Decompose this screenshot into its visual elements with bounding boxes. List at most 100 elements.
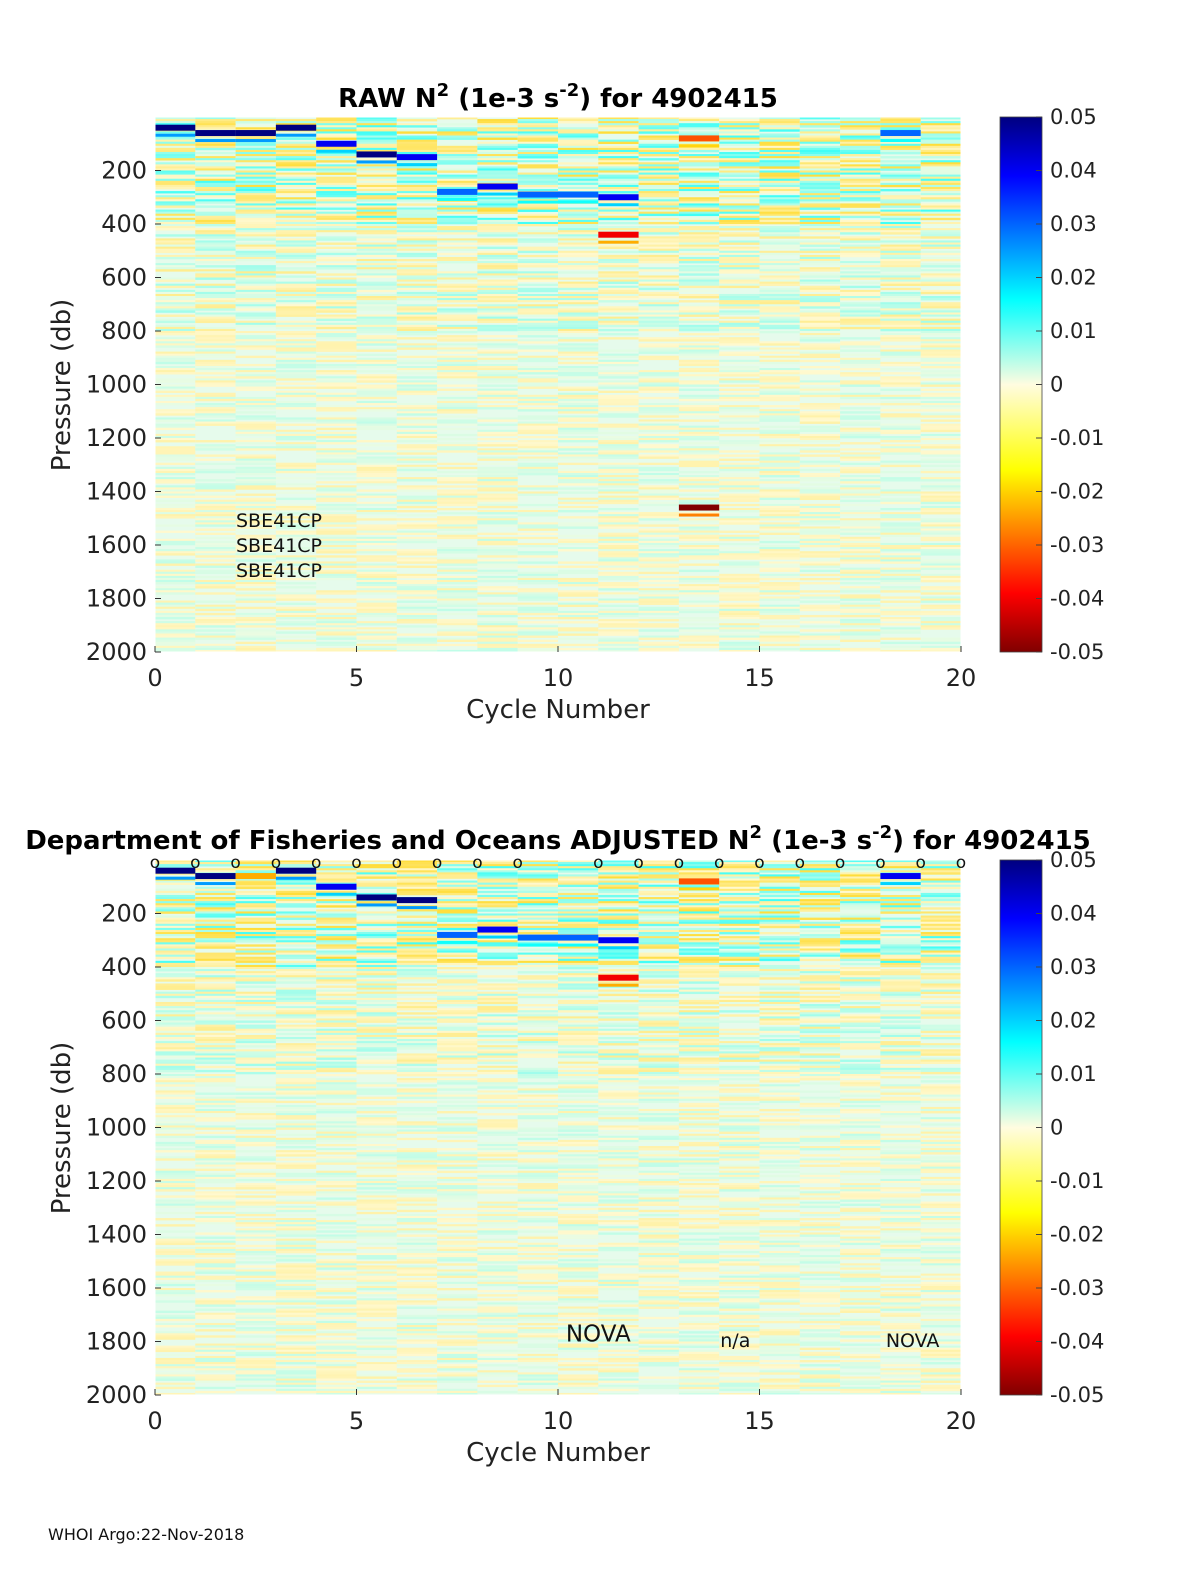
- heat-cell: [316, 156, 357, 159]
- heat-cell: [799, 242, 841, 245]
- heat-cell: [638, 421, 680, 424]
- heat-cell: [275, 1246, 317, 1250]
- heat-cell: [638, 256, 680, 260]
- heat-cell: [477, 318, 519, 322]
- heat-cell: [275, 331, 317, 334]
- heat-cell: [920, 135, 962, 138]
- heat-cell: [880, 553, 922, 556]
- heat-cell: [799, 170, 841, 173]
- heat-cell: [356, 456, 398, 459]
- heat-cell: [275, 154, 317, 157]
- heat-cell: [396, 641, 438, 645]
- heat-cell: [275, 205, 317, 208]
- heat-cell: [799, 133, 841, 136]
- heat-cell: [598, 353, 640, 356]
- heat-cell: [275, 1090, 317, 1093]
- heat-cell: [235, 503, 277, 507]
- heat-cell: [275, 1380, 317, 1383]
- heat-cell: [759, 318, 801, 322]
- heat-cell: [840, 168, 881, 171]
- heat-cell: [517, 287, 559, 291]
- heat-cell: [356, 217, 398, 221]
- heat-cell: [195, 1028, 237, 1032]
- heat-cell: [759, 376, 801, 379]
- heat-cell: [316, 246, 357, 249]
- heat-cell: [799, 629, 841, 632]
- heat-cell: [920, 553, 962, 556]
- heat-cell: [275, 1086, 317, 1089]
- heat-cell: [598, 382, 640, 385]
- heat-cell: [880, 559, 922, 562]
- heat-cell: [880, 438, 922, 441]
- heat-cell: [155, 250, 196, 254]
- heat-cell: [799, 141, 841, 145]
- heat-cell: [719, 444, 760, 447]
- heat-cell: [316, 333, 357, 336]
- heat-cell: [598, 158, 640, 161]
- heat-cell: [275, 1115, 317, 1118]
- colorbar-tick-label: 0.05: [1050, 105, 1097, 129]
- heat-cell: [396, 584, 438, 587]
- heat-cell: [235, 1283, 277, 1287]
- heat-cell: [195, 1098, 237, 1102]
- heat-cell: [920, 117, 962, 120]
- heat-cell: [880, 647, 922, 651]
- heat-cell: [517, 328, 559, 332]
- heat-cell: [195, 487, 237, 490]
- heat-cell: [235, 226, 277, 229]
- heat-cell: [235, 1106, 277, 1110]
- heat-cell: [235, 555, 277, 558]
- heat-cell: [155, 1092, 196, 1095]
- heat-cell: [477, 312, 519, 315]
- heat-cell: [759, 149, 801, 153]
- heat-cell: [477, 468, 519, 472]
- heat-cell: [235, 281, 277, 284]
- heat-cell: [316, 532, 357, 536]
- heat-cell: [558, 396, 599, 400]
- heat-cell: [799, 503, 841, 507]
- heat-cell: [155, 617, 196, 620]
- heat-cell: [356, 339, 398, 342]
- heat-cell: [759, 186, 801, 190]
- heat-cell: [195, 971, 237, 974]
- heat-cell: [396, 390, 438, 394]
- heat-cell: [840, 337, 881, 340]
- heat-cell: [195, 1357, 237, 1361]
- heat-cell: [275, 507, 317, 511]
- heat-cell: [598, 536, 640, 540]
- heat-cell: [799, 123, 841, 126]
- heat-cell: [799, 131, 841, 134]
- heat-cell: [195, 1080, 237, 1083]
- heat-cell: [558, 281, 599, 284]
- heat-cell: [195, 629, 237, 632]
- heat-cell: [195, 419, 237, 422]
- heat-cell: [678, 528, 720, 531]
- heat-cell: [799, 351, 841, 354]
- heat-cell: [759, 137, 801, 140]
- heat-cell: [558, 230, 599, 233]
- heat-cell: [195, 232, 237, 235]
- heat-cell: [356, 598, 398, 601]
- heat-cell: [517, 493, 559, 496]
- heat-cell: [155, 254, 196, 258]
- heat-cell: [880, 460, 922, 463]
- heat-cell: [678, 413, 720, 416]
- heat-cell: [195, 1065, 237, 1069]
- heat-cell: [155, 952, 196, 955]
- heat-cell: [920, 244, 962, 247]
- heat-cell: [316, 590, 357, 593]
- heat-cell: [195, 643, 237, 647]
- heat-cell: [477, 293, 519, 297]
- heat-cell: [155, 1345, 196, 1348]
- heat-cell: [235, 1364, 277, 1367]
- heat-cell: [275, 1028, 317, 1032]
- heat-cell: [558, 285, 599, 289]
- heat-cell: [356, 361, 398, 365]
- heat-cell: [477, 472, 519, 476]
- heat-cell: [275, 1039, 317, 1042]
- heat-cell: [477, 649, 519, 653]
- heat-cell: [598, 584, 640, 587]
- heat-cell: [678, 536, 720, 540]
- heat-cell: [759, 510, 801, 513]
- heat-cell: [195, 164, 237, 167]
